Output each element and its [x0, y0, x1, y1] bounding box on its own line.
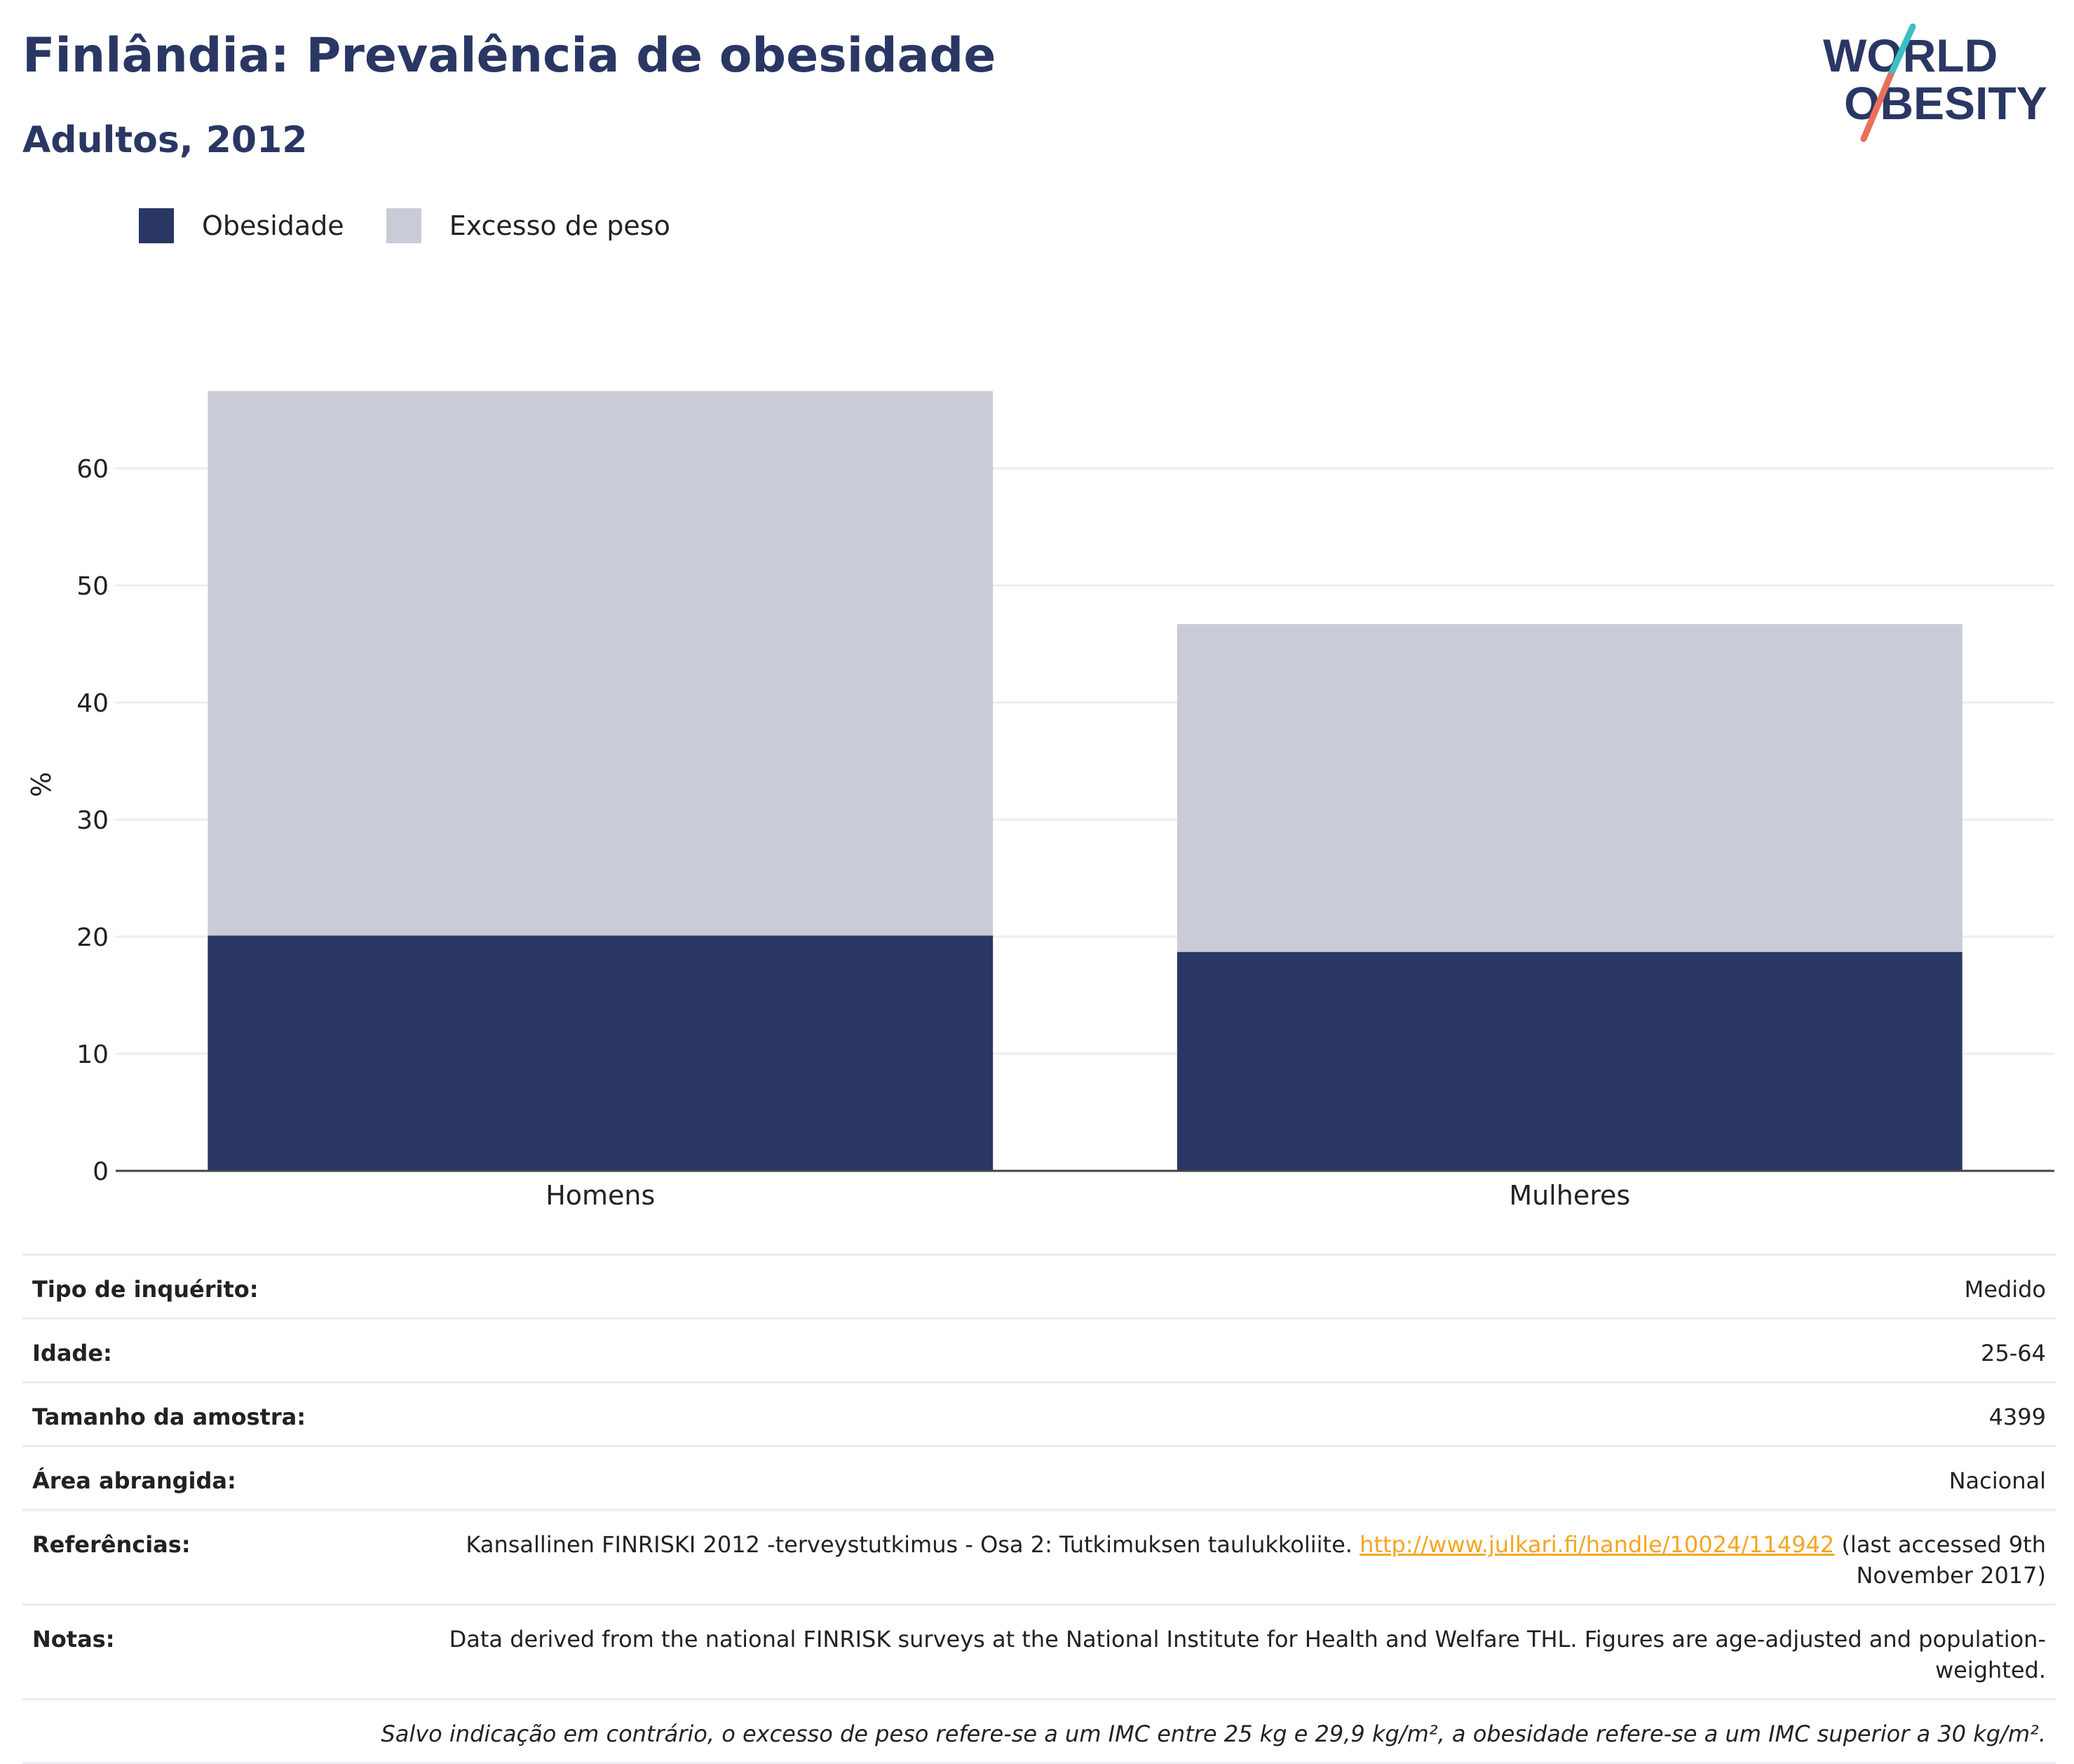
info-row-age: Idade: 25-64 [22, 1317, 2056, 1383]
bar-obesity-homens [208, 935, 994, 1171]
world-obesity-logo: WORLD OBESITY [1823, 23, 2047, 142]
chart-legend: Obesidade Excesso de peso [139, 205, 712, 247]
references-text: Kansallinen FINRISKI 2012 -terveystutkim… [466, 1531, 1360, 1558]
chart-subtitle: Adultos, 2012 [22, 119, 308, 161]
y-tick-label: 40 [76, 689, 109, 718]
info-value: 4399 [393, 1381, 2056, 1446]
info-key: Idade: [22, 1317, 393, 1383]
y-tick-label: 60 [76, 455, 109, 484]
survey-info-table: Tipo de inquérito: Medido Idade: 25-64 T… [22, 1254, 2056, 1764]
chart-title: Finlândia: Prevalência de obesidade [22, 28, 996, 83]
y-tick-label: 10 [76, 1040, 109, 1069]
logo-slash-top [1887, 23, 1916, 79]
bar-overweight-homens [208, 391, 994, 936]
legend-item-overweight[interactable]: Excesso de peso [386, 208, 670, 243]
info-value: 25-64 [393, 1317, 2056, 1383]
info-row-survey-type: Tipo de inquérito: Medido [22, 1254, 2056, 1319]
info-value: Nacional [393, 1445, 2056, 1510]
info-row-area: Área abrangida: Nacional [22, 1445, 2056, 1510]
stacked-bar-chart: 0 10 20 30 40 50 60% Homens Mulheres [26, 391, 2054, 1211]
y-tick-label: 50 [76, 572, 109, 601]
notes-key: Notas: [22, 1603, 393, 1699]
legend-item-obesity[interactable]: Obesidade [139, 208, 344, 243]
info-key: Tamanho da amostra: [22, 1381, 393, 1446]
notes-value: Data derived from the national FINRISK s… [393, 1603, 2056, 1699]
legend-swatch-obesity [139, 208, 174, 243]
y-tick-label: 20 [76, 923, 109, 952]
references-value: Kansallinen FINRISKI 2012 -terveystutkim… [393, 1509, 2056, 1605]
legend-label-obesity: Obesidade [202, 210, 344, 241]
legend-swatch-overweight [386, 208, 421, 243]
x-tick-label: Homens [545, 1180, 655, 1211]
info-row-footnote: Salvo indicação em contrário, o excesso … [22, 1698, 2056, 1764]
info-row-sample-size: Tamanho da amostra: 4399 [22, 1381, 2056, 1446]
legend-label-overweight: Excesso de peso [449, 210, 670, 241]
references-accessed: (last accessed 9th November 2017) [1834, 1531, 2046, 1589]
bar-obesity-mulheres [1177, 951, 1963, 1171]
references-link[interactable]: http://www.julkari.fi/handle/10024/11494… [1360, 1531, 1835, 1558]
y-tick-label: 30 [76, 806, 109, 835]
bmi-footnote: Salvo indicação em contrário, o excesso … [22, 1698, 2056, 1764]
y-axis-label: % [26, 772, 57, 797]
info-row-notes: Notas: Data derived from the national FI… [22, 1603, 2056, 1699]
bar-overweight-mulheres [1177, 624, 1963, 952]
info-value: Medido [393, 1254, 2056, 1319]
logo-slash-bottom [1860, 72, 1894, 142]
info-key: Tipo de inquérito: [22, 1254, 393, 1319]
info-row-references: Referências: Kansallinen FINRISKI 2012 -… [22, 1509, 2056, 1605]
info-key: Área abrangida: [22, 1445, 393, 1510]
y-tick-label: 0 [93, 1158, 109, 1186]
references-key: Referências: [22, 1509, 393, 1605]
x-tick-label: Mulheres [1509, 1180, 1630, 1211]
